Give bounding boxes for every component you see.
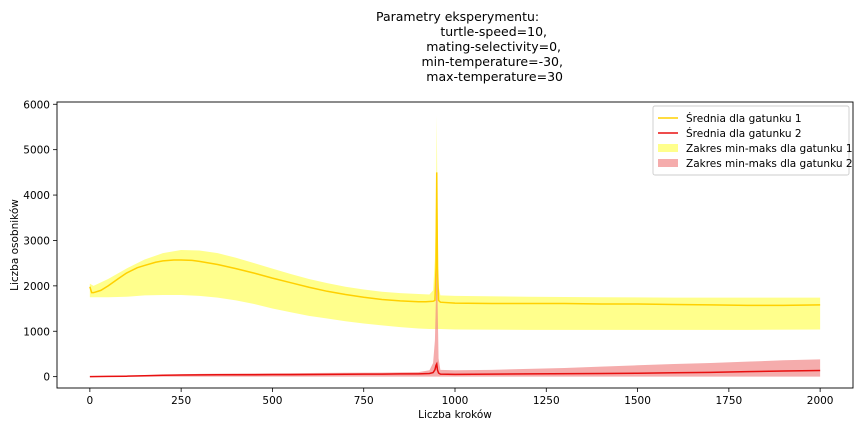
range-bands [89, 115, 821, 377]
line-series-2 [89, 361, 821, 378]
x-tick-label: 1250 [533, 395, 560, 407]
x-tick-label: 1750 [715, 395, 742, 407]
y-tick-label: 1000 [23, 326, 50, 338]
y-tick-label: 0 [43, 372, 50, 384]
y-tick-label: 3000 [23, 235, 50, 247]
y-tick-label: 6000 [23, 99, 50, 111]
x-tick-label: 0 [87, 395, 94, 407]
title-line-1: Parametry eksperymentu: [376, 9, 539, 24]
legend-label-1: Średnia dla gatunku 1 [686, 112, 802, 125]
y-tick-label: 4000 [23, 190, 50, 202]
legend-swatch-3 [658, 144, 678, 152]
title-line-2: turtle-speed=10, [440, 24, 547, 39]
x-tick-label: 2000 [807, 395, 834, 407]
chart-title: Parametry eksperymentu:turtle-speed=10,m… [376, 9, 563, 84]
series-lines [89, 172, 821, 378]
title-line-3: mating-selectivity=0, [426, 39, 561, 54]
line-series-1 [89, 172, 821, 307]
legend-swatch-4 [658, 159, 678, 167]
title-line-5: max-temperature=30 [426, 69, 563, 84]
x-tick-label: 250 [171, 395, 191, 407]
x-tick-label: 500 [262, 395, 282, 407]
x-tick-label: 1500 [624, 395, 651, 407]
legend-frame [652, 105, 850, 176]
x-axis-label: Liczba kroków [418, 409, 492, 421]
y-axis-ticks: 0 1000 2000 3000 4000 5000 6000 [23, 99, 57, 384]
x-tick-label: 1000 [442, 395, 469, 407]
legend-label-3: Zakres min-maks dla gatunku 1 [686, 143, 853, 155]
band-series-3 [89, 115, 821, 330]
x-axis-ticks: 0 250 500 750 1000 1250 1500 1750 2000 [87, 388, 834, 407]
title-line-4: min-temperature=-30, [421, 54, 563, 69]
x-tick-label: 750 [354, 395, 374, 407]
y-axis-label: Liczba osobników [9, 199, 21, 291]
legend-label-4: Zakres min-maks dla gatunku 2 [686, 158, 853, 170]
legend: Średnia dla gatunku 1 Średnia dla gatunku… [652, 105, 853, 176]
y-tick-label: 2000 [23, 281, 50, 293]
y-tick-label: 5000 [23, 145, 50, 157]
legend-label-2: Średnia dla gatunku 2 [686, 127, 802, 140]
